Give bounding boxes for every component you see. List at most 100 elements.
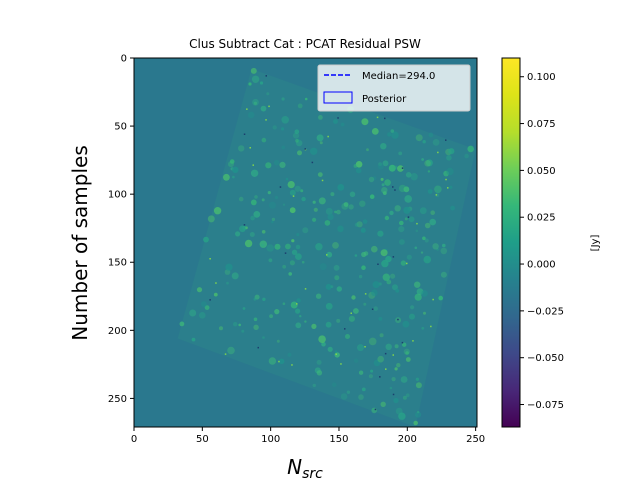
residual-spot <box>266 244 275 252</box>
residual-spot <box>252 98 259 106</box>
residual-spot <box>196 287 203 293</box>
legend: Median=294.0 Posterior <box>317 64 471 112</box>
residual-spot <box>359 200 366 207</box>
residual-spot <box>330 285 334 289</box>
residual-spot <box>334 210 337 214</box>
residual-spot <box>219 326 223 331</box>
residual-spot <box>387 132 392 137</box>
residual-spot <box>380 401 386 407</box>
residual-spot <box>358 394 364 400</box>
residual-pixel <box>376 116 379 119</box>
residual-spot <box>281 97 285 101</box>
residual-spot <box>404 195 413 203</box>
residual-spot <box>262 297 266 301</box>
residual-spot <box>288 272 293 276</box>
residual-spot <box>392 284 398 291</box>
x-tick-label: 150 <box>329 434 348 445</box>
residual-spot <box>405 357 411 362</box>
residual-pixel <box>384 117 386 120</box>
residual-spot <box>325 302 333 310</box>
residual-spot <box>253 297 257 301</box>
residual-spot <box>432 139 440 146</box>
colorbar-ticks: 0.100 0.075 0.050 0.025 0.000 −0.025 −0.050 −0.… <box>520 72 564 411</box>
residual-spot <box>242 307 246 310</box>
residual-pixel <box>392 393 395 396</box>
residual-spot <box>402 320 410 328</box>
residual-spot <box>334 352 340 358</box>
residual-spot <box>430 210 436 215</box>
residual-spot <box>334 275 340 281</box>
residual-pixel <box>437 151 439 154</box>
residual-spot <box>434 185 442 194</box>
residual-spot <box>391 131 399 139</box>
y-axis-label: Number of samples <box>68 145 92 340</box>
residual-spot <box>415 229 419 233</box>
residual-spot <box>207 215 215 223</box>
residual-spot <box>272 125 277 130</box>
residual-spot <box>464 153 469 159</box>
residual-spot <box>423 255 432 264</box>
residual-spot <box>318 115 323 120</box>
y-axis: 0 50 100 150 200 250 <box>108 54 134 405</box>
residual-spot <box>381 183 385 187</box>
residual-spot <box>259 81 264 85</box>
residual-spot <box>290 301 298 309</box>
residual-spot <box>405 172 412 178</box>
residual-spot <box>381 187 388 194</box>
residual-pixel <box>268 105 270 108</box>
residual-pixel <box>215 282 217 284</box>
residual-spot <box>382 160 389 167</box>
colorbar-tick-label: −0.050 <box>527 353 564 364</box>
residual-spot <box>405 351 409 355</box>
residual-spot <box>235 231 241 237</box>
residual-spot <box>268 357 277 365</box>
residual-spot <box>279 161 286 168</box>
residual-spot <box>337 184 345 191</box>
residual-spot <box>271 217 276 222</box>
residual-spot <box>414 281 421 288</box>
residual-spot <box>213 207 222 215</box>
x-tick-label: 250 <box>466 434 485 445</box>
residual-spot <box>371 289 378 297</box>
residual-spot <box>330 192 335 197</box>
residual-spot <box>281 116 290 124</box>
residual-spot <box>191 337 196 342</box>
residual-spot <box>446 167 454 176</box>
residual-spot <box>389 386 393 390</box>
residual-spot <box>355 167 362 174</box>
residual-spot <box>391 377 396 382</box>
residual-pixel <box>435 194 438 196</box>
residual-spot <box>325 283 332 290</box>
residual-spot <box>379 333 384 338</box>
residual-spot <box>414 293 422 301</box>
residual-spot <box>378 317 383 321</box>
residual-spot <box>380 249 388 257</box>
residual-spot <box>380 143 387 150</box>
residual-spot <box>406 254 412 260</box>
residual-spot <box>377 355 385 363</box>
residual-pixel <box>344 328 346 330</box>
residual-spot <box>282 264 287 269</box>
residual-spot <box>360 227 366 233</box>
residual-spot <box>274 195 279 200</box>
residual-spot <box>356 221 363 228</box>
residual-spot <box>226 281 229 285</box>
residual-spot <box>271 220 274 224</box>
residual-spot <box>409 313 415 320</box>
residual-spot <box>319 141 323 145</box>
residual-spot <box>343 202 349 207</box>
residual-spot <box>420 251 424 254</box>
residual-spot <box>327 346 333 352</box>
residual-spot <box>377 230 384 237</box>
residual-spot <box>300 189 304 193</box>
residual-spot <box>313 207 318 212</box>
residual-spot <box>261 137 267 143</box>
residual-spot <box>304 320 307 323</box>
residual-pixel <box>385 368 387 370</box>
residual-spot <box>415 411 422 418</box>
residual-spot <box>400 260 407 266</box>
residual-spot <box>421 290 428 297</box>
y-tick-label: 150 <box>108 258 127 269</box>
residual-spot <box>377 163 384 170</box>
